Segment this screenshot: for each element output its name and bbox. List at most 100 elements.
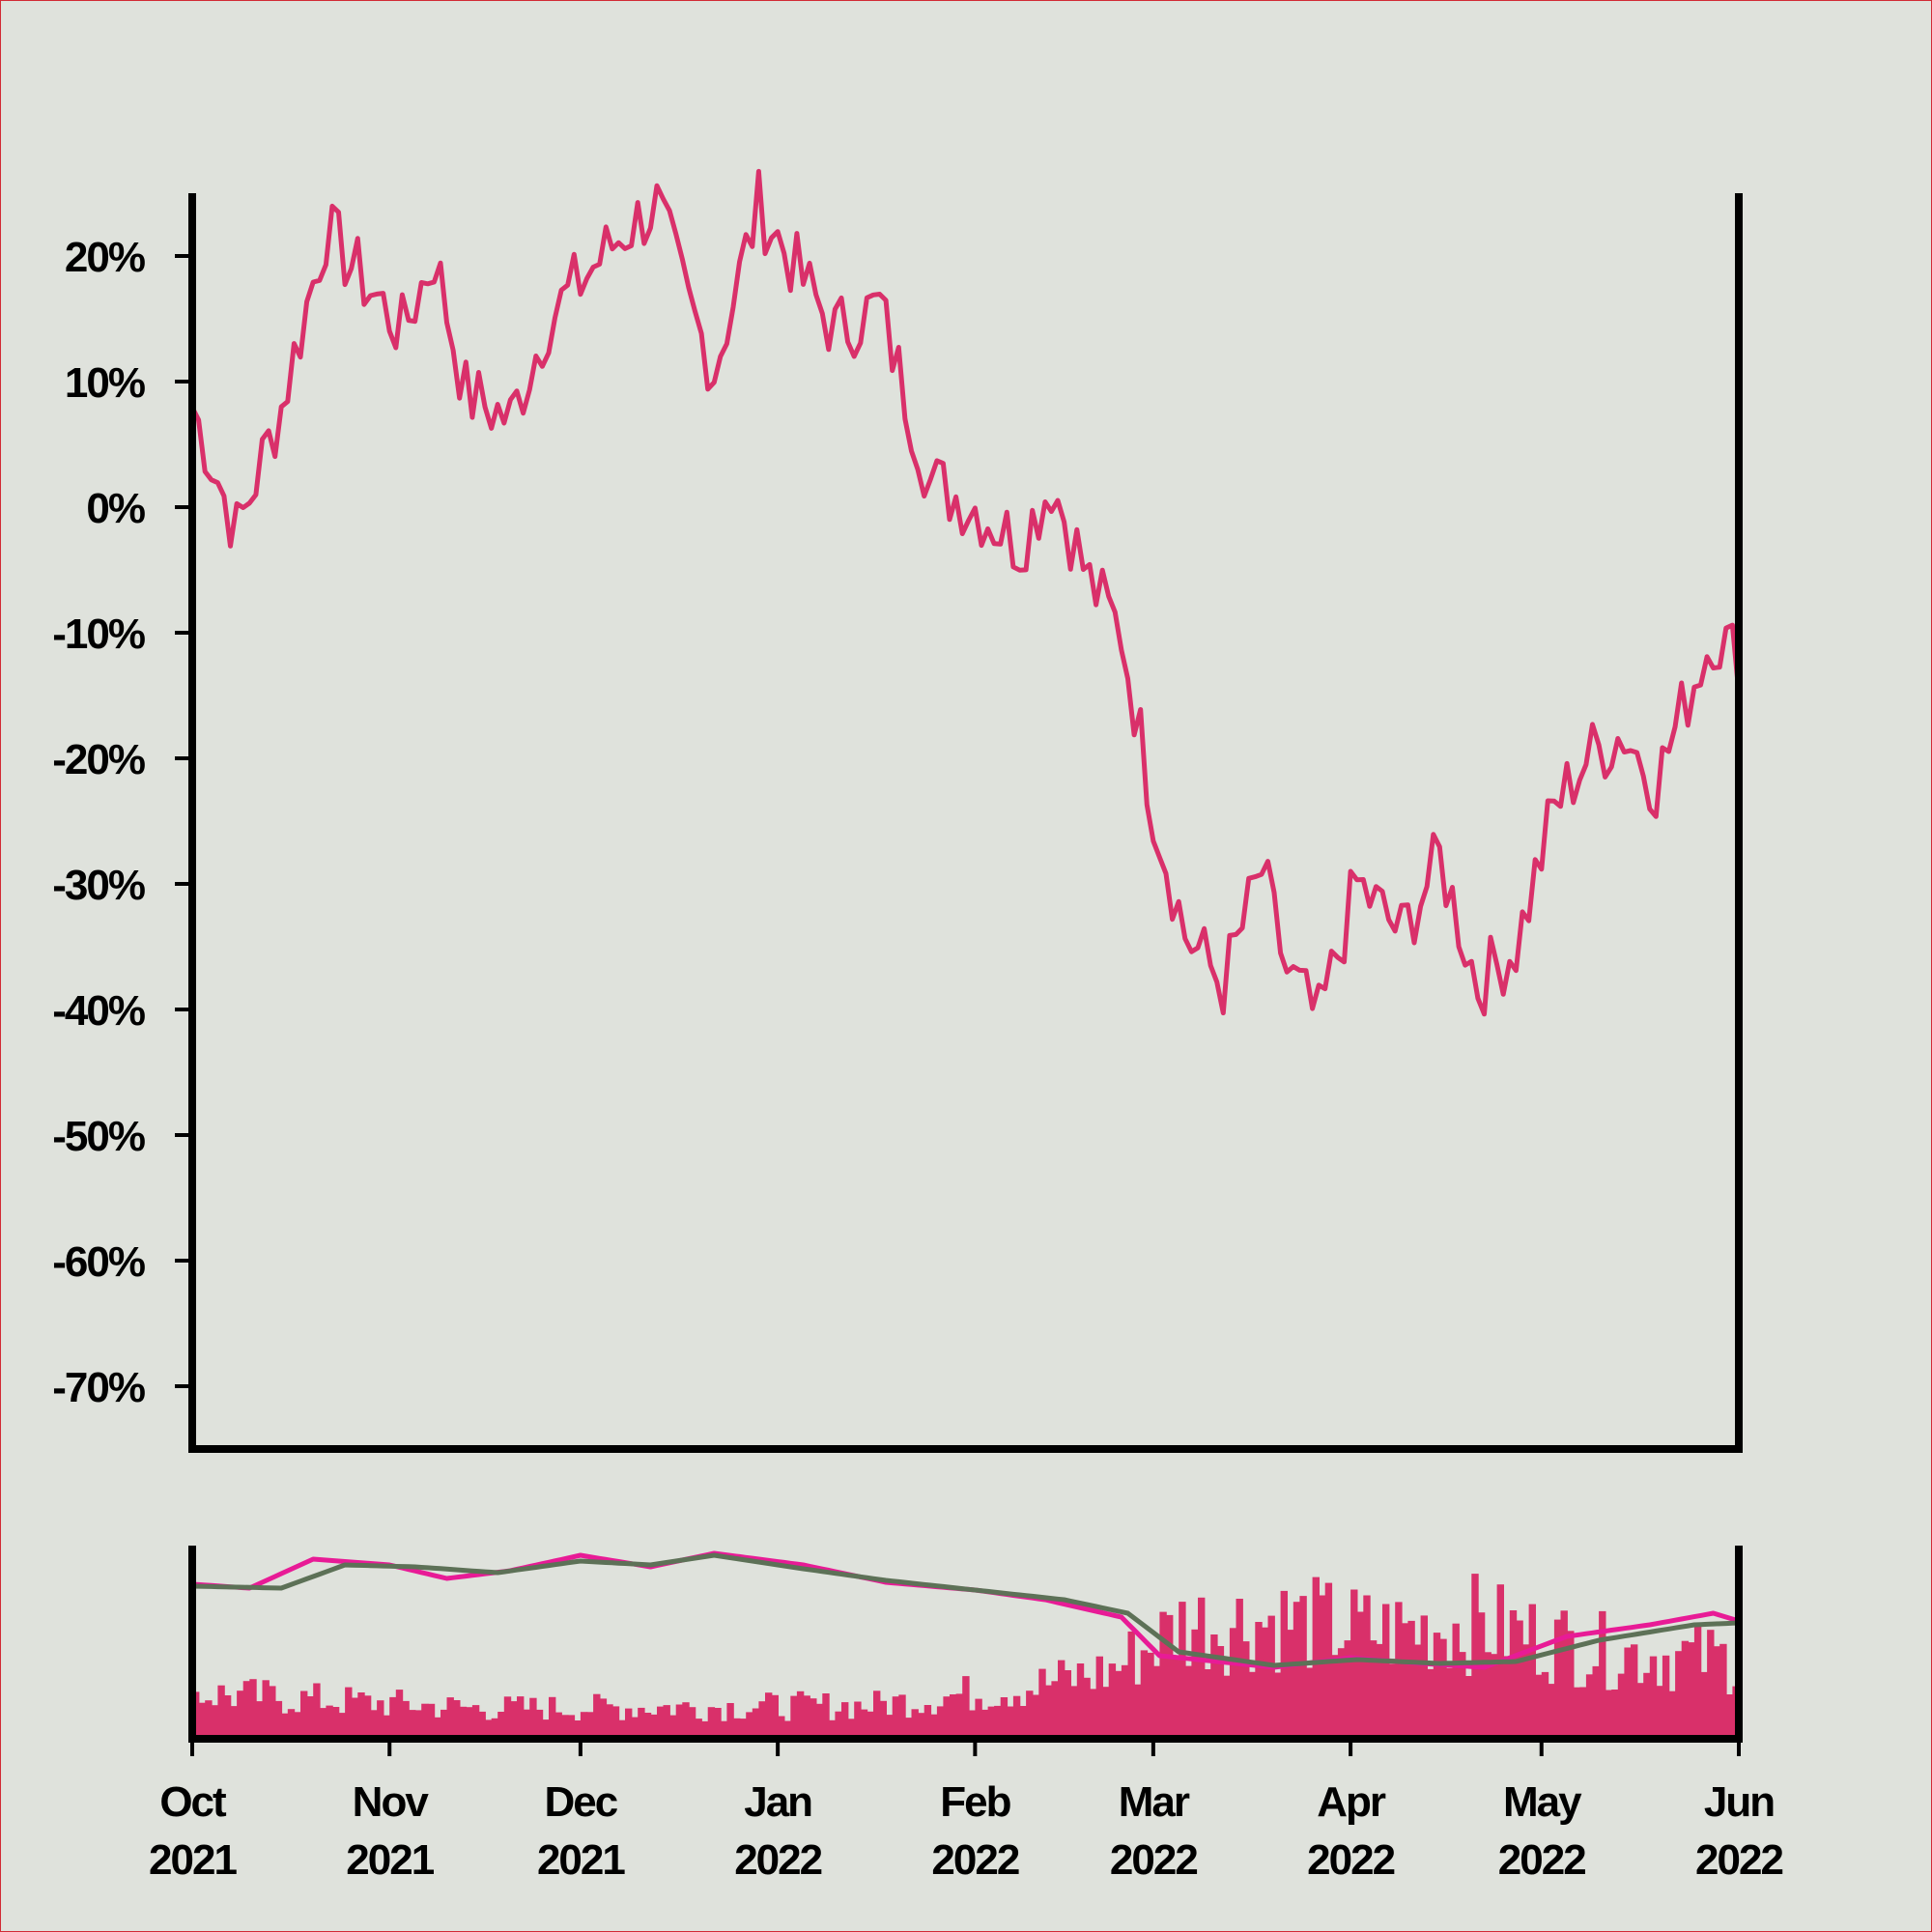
volume-bar	[873, 1690, 881, 1739]
y-tick-label: 10%	[65, 359, 145, 407]
volume-bar	[1064, 1670, 1071, 1739]
y-tick-label: -60%	[52, 1238, 145, 1286]
volume-bar	[657, 1706, 665, 1739]
volume-bar	[255, 1701, 264, 1739]
volume-bar	[1319, 1595, 1326, 1739]
volume-bar	[886, 1715, 894, 1739]
volume-bar	[892, 1696, 900, 1739]
volume-bar	[1459, 1652, 1466, 1739]
volume-bar	[574, 1720, 582, 1739]
volume-bar	[803, 1695, 810, 1739]
volume-bar	[1541, 1671, 1549, 1739]
volume-bar	[389, 1696, 397, 1739]
volume-bar	[427, 1703, 436, 1739]
volume-bar	[1382, 1604, 1390, 1739]
volume-bar	[1611, 1690, 1619, 1739]
volume-bar	[1007, 1706, 1014, 1739]
volume-axes	[188, 1546, 1743, 1743]
price-panel	[189, 168, 1742, 1017]
volume-bar	[1350, 1589, 1358, 1739]
volume-bar	[701, 1720, 709, 1739]
volume-bar	[414, 1710, 422, 1739]
volume-bar	[778, 1716, 785, 1739]
volume-bar	[1369, 1640, 1378, 1739]
volume-bar	[618, 1719, 626, 1739]
volume-bar	[707, 1707, 716, 1739]
volume-bar	[1051, 1681, 1059, 1739]
volume-bar	[968, 1710, 977, 1739]
volume-bar	[975, 1698, 982, 1739]
volume-bar	[363, 1695, 372, 1739]
volume-bar	[485, 1719, 493, 1739]
volume-bar	[663, 1705, 670, 1739]
volume-bar	[517, 1696, 525, 1739]
y-tick-label: -20%	[52, 736, 145, 783]
volume-bar	[1707, 1630, 1715, 1739]
volume-bar	[904, 1718, 913, 1739]
volume-bar	[1255, 1622, 1263, 1739]
volume-bar	[1000, 1697, 1009, 1739]
volume-bar	[1210, 1634, 1218, 1739]
volume-bar	[1337, 1648, 1346, 1739]
volume-bar	[1376, 1643, 1383, 1739]
volume-bar	[1184, 1665, 1193, 1739]
volume-bar	[867, 1711, 874, 1739]
volume-bar	[491, 1718, 499, 1739]
volume-bar	[1528, 1604, 1536, 1739]
volume-bar	[223, 1695, 232, 1739]
y-tick-label: -10%	[52, 611, 145, 658]
volume-bar	[554, 1712, 562, 1739]
volume-bar	[955, 1693, 963, 1739]
volume-bar	[854, 1701, 862, 1739]
volume-bar	[847, 1719, 855, 1739]
volume-bar	[549, 1696, 556, 1739]
volume-bar	[936, 1706, 945, 1739]
volume-bar	[1585, 1674, 1594, 1739]
volume-bar	[1395, 1602, 1403, 1739]
price-line	[189, 168, 1742, 1017]
volume-bar	[625, 1708, 633, 1739]
volume-bar	[1236, 1599, 1243, 1739]
volume-bar	[345, 1687, 353, 1739]
volume-bar	[1083, 1677, 1091, 1739]
volume-bar	[1331, 1655, 1339, 1739]
volume-bar	[205, 1700, 213, 1739]
volume-bar	[1274, 1672, 1282, 1739]
volume-bar	[1299, 1596, 1307, 1739]
volume-bar	[1044, 1685, 1053, 1739]
volume-bar	[357, 1692, 365, 1739]
volume-bar	[459, 1706, 468, 1739]
volume-bar	[828, 1719, 837, 1739]
volume-bar	[815, 1703, 824, 1739]
volume-bar	[1070, 1686, 1078, 1739]
volume-bar	[1535, 1674, 1543, 1739]
volume-bar	[503, 1696, 512, 1739]
volume-bar	[262, 1680, 270, 1739]
volume-bar	[918, 1713, 925, 1739]
volume-bar	[1363, 1595, 1371, 1739]
volume-bar	[1656, 1686, 1663, 1739]
volume-bar	[1159, 1611, 1167, 1739]
volume-bar	[567, 1715, 576, 1739]
volume-bar	[586, 1712, 594, 1739]
volume-bar	[739, 1719, 747, 1739]
volume-bar	[1267, 1615, 1275, 1739]
volume-bar	[1649, 1656, 1658, 1739]
volume-bar	[860, 1709, 868, 1739]
volume-bar	[994, 1705, 1002, 1739]
volume-bar	[733, 1718, 741, 1739]
volume-bar	[911, 1709, 919, 1739]
volume-bar	[1242, 1641, 1250, 1739]
y-tick-label: 0%	[86, 485, 144, 532]
volume-bar	[765, 1692, 773, 1739]
volume-bar	[1509, 1610, 1518, 1739]
x-tick-label-month: Oct	[159, 1778, 227, 1826]
volume-bar	[1631, 1644, 1638, 1739]
x-tick-label-year: 2022	[1498, 1836, 1585, 1884]
y-tick-label: -70%	[52, 1364, 145, 1411]
volume-bar	[1516, 1620, 1523, 1739]
volume-bar	[542, 1719, 550, 1739]
volume-bar	[523, 1709, 530, 1739]
volume-panel	[191, 1550, 1740, 1739]
